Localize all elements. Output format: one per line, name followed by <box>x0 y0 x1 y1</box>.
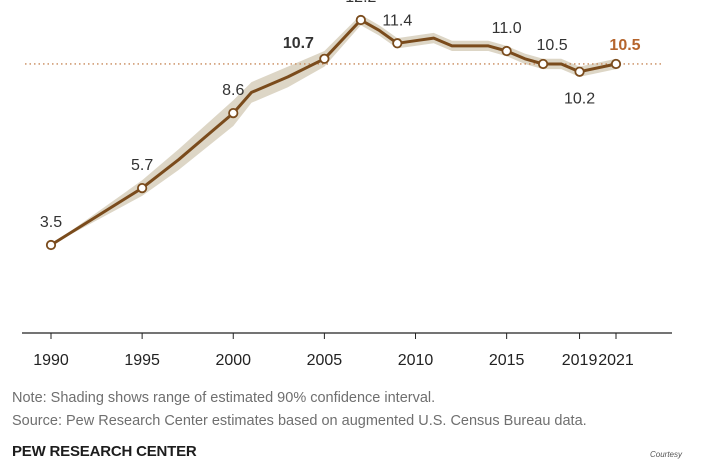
organization-name: PEW RESEARCH CENTER <box>12 443 197 460</box>
data-label: 10.5 <box>609 37 640 54</box>
x-tick-label: 2005 <box>307 352 343 369</box>
data-label: 8.6 <box>222 82 244 99</box>
chart-note: Note: Shading shows range of estimated 9… <box>12 390 436 406</box>
x-tick-label: 2010 <box>398 352 434 369</box>
data-point-marker <box>355 14 366 26</box>
line-chart: 3.5 5.7 8.6 10.7 12.2 11.4 11.0 10.5 10.2 10.5 19… <box>22 0 672 369</box>
x-tick-label: 2015 <box>489 352 525 369</box>
x-tick-label: 2000 <box>215 352 251 369</box>
x-axis: 1990 1995 2000 2005 2010 2015 2019 2021 <box>22 332 672 369</box>
marker-layer <box>45 14 622 251</box>
data-point-marker <box>319 53 330 64</box>
data-label: 11.4 <box>382 12 412 29</box>
x-tick-label: 1990 <box>33 352 69 369</box>
x-tick-label: 1995 <box>124 352 160 369</box>
data-point-marker <box>610 58 622 70</box>
data-point-marker <box>228 108 239 119</box>
data-label: 10.5 <box>537 37 568 54</box>
data-point-marker <box>574 66 585 77</box>
data-label: 11.0 <box>492 20 522 37</box>
data-point-marker <box>392 38 403 49</box>
data-label: 10.7 <box>283 35 314 52</box>
data-point-marker <box>537 58 549 70</box>
image-credit: Courtesy <box>649 450 682 459</box>
data-label-layer: 3.5 5.7 8.6 10.7 12.2 11.4 11.0 10.5 10.2 10.5 <box>40 0 641 231</box>
data-label: 10.2 <box>564 91 595 108</box>
data-point-marker <box>137 183 148 194</box>
chart-source: Source: Pew Research Center estimates ba… <box>12 413 587 429</box>
data-label: 12.2 <box>345 0 376 6</box>
data-label: 5.7 <box>131 157 153 174</box>
data-point-marker <box>45 239 57 251</box>
data-point-marker <box>501 45 512 57</box>
x-tick-label: 2019 <box>562 352 598 369</box>
data-label: 3.5 <box>40 214 62 231</box>
x-tick-label: 2021 <box>598 352 634 369</box>
